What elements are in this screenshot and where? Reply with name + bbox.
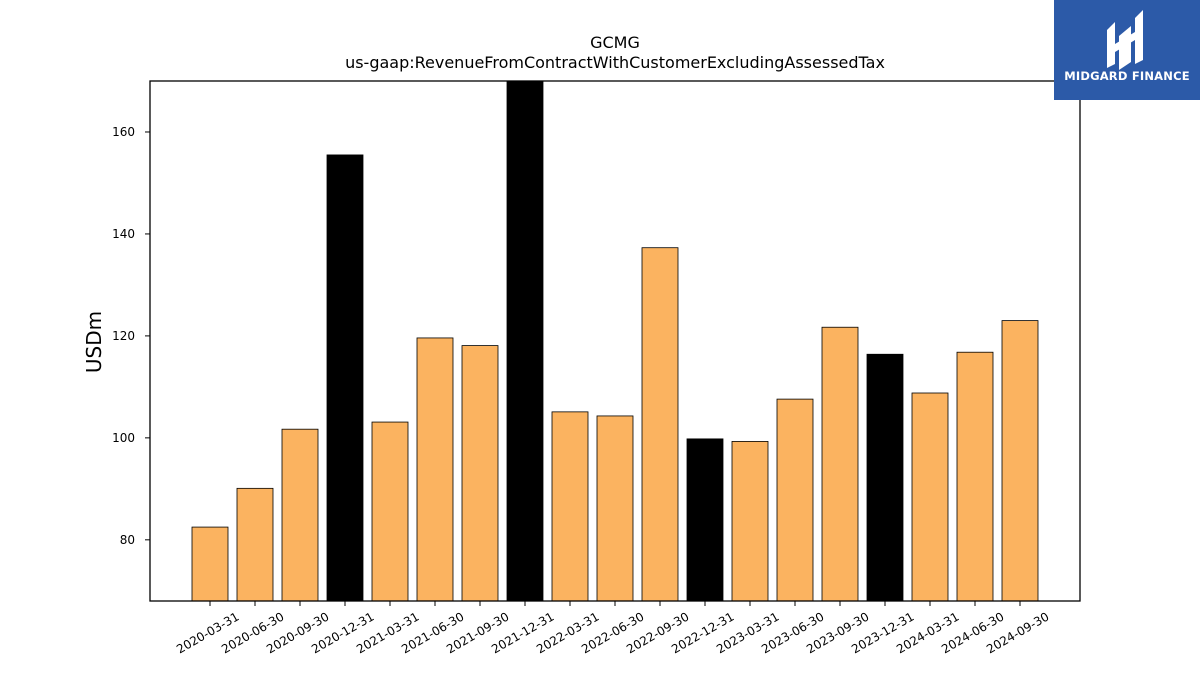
bar-2020-06-30 (236, 487, 274, 602)
bar-2022-03-31 (551, 411, 589, 602)
chart-title: GCMG (590, 33, 640, 52)
chart-subtitle: us-gaap:RevenueFromContractWithCustomerE… (345, 53, 885, 72)
y-tick-label: 160 (112, 125, 135, 139)
bar-2022-12-31 (686, 438, 724, 602)
bar-2020-12-31 (326, 154, 364, 602)
bars-group (191, 80, 1039, 602)
bar-2023-09-30 (821, 326, 859, 602)
bar-2024-09-30 (1001, 320, 1039, 602)
bar-2020-03-31 (191, 526, 229, 602)
y-tick-label: 80 (120, 533, 135, 547)
bar-2024-06-30 (956, 351, 994, 602)
plot-frame (149, 80, 1081, 602)
bar-2024-03-31 (911, 392, 949, 602)
x-ticks: 2020-03-312020-06-302020-09-302020-12-31… (174, 601, 1052, 656)
y-tick-label: 120 (112, 329, 135, 343)
y-tick-label: 140 (112, 227, 135, 241)
bar-2022-09-30 (641, 247, 679, 602)
bar-2021-06-30 (416, 337, 454, 602)
midgard-finance-logo: MIDGARD FINANCE (1054, 0, 1200, 100)
bar-2023-12-31 (866, 353, 904, 602)
bar-2023-03-31 (731, 441, 769, 602)
y-tick-label: 100 (112, 431, 135, 445)
bar-2021-09-30 (461, 345, 499, 602)
bar-2023-06-30 (776, 398, 814, 602)
mf-monogram-icon (1107, 10, 1143, 70)
bar-2022-06-30 (596, 415, 634, 602)
bar-2020-09-30 (281, 428, 319, 602)
bar-2021-03-31 (371, 421, 409, 602)
y-axis-label: USDm (82, 311, 106, 373)
y-ticks: 80 100 120 140 160 (112, 125, 150, 547)
bar-2021-12-31 (506, 80, 544, 602)
logo-text: MIDGARD FINANCE (1064, 69, 1190, 83)
